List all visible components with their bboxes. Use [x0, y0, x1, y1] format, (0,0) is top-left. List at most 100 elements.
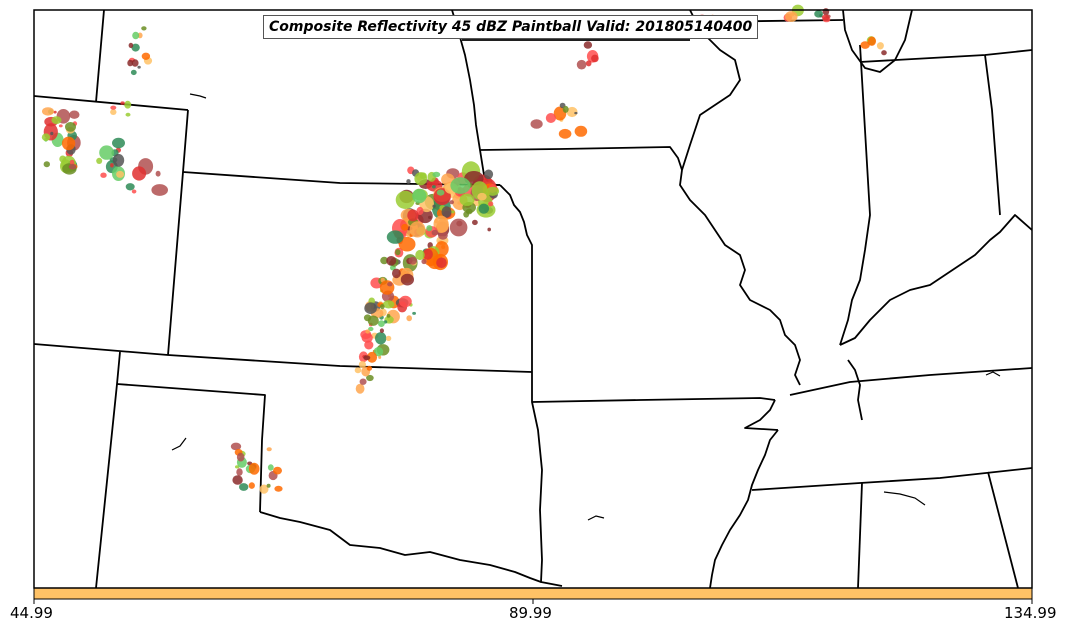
reflectivity-cell	[436, 189, 445, 196]
reflectivity-cell	[110, 163, 114, 168]
reflectivity-cell	[96, 157, 103, 164]
reflectivity-cell	[478, 203, 490, 214]
reflectivity-cell	[450, 210, 455, 214]
reflectivity-cell	[433, 215, 449, 233]
reflectivity-cell	[125, 183, 135, 191]
reflectivity-cell	[51, 116, 62, 124]
reflectivity-cell	[400, 273, 414, 286]
reflectivity-cell	[398, 236, 416, 252]
reflectivity-cell	[450, 177, 471, 194]
reflectivity-cell	[110, 105, 117, 110]
reflectivity-cell	[132, 166, 147, 181]
reflectivity-cell	[386, 255, 397, 266]
colorbar-tick-label-right: 134.99	[1004, 604, 1057, 622]
boundary-il-in	[839, 44, 871, 346]
reflectivity-cell	[359, 378, 367, 385]
reflectivity-cell	[124, 100, 132, 109]
reflectivity-cell	[406, 315, 413, 322]
reflectivity-cell	[574, 111, 578, 115]
reflectivity-cell	[367, 315, 379, 326]
reflectivity-cell	[259, 484, 269, 494]
reflectivity-cell	[385, 335, 392, 341]
reflectivity-cell	[477, 192, 487, 201]
reflectivity-cell	[65, 122, 76, 132]
boundary-tn-ms	[751, 467, 1033, 491]
reflectivity-cell	[274, 485, 283, 492]
reflectivity-cell	[380, 256, 389, 265]
reflectivity-cell	[860, 41, 870, 49]
colorbar	[33, 587, 1033, 600]
reflectivity-cell	[867, 36, 877, 46]
reflectivity-cell	[395, 190, 415, 209]
reflectivity-cell	[432, 185, 436, 189]
reflectivity-cell	[375, 332, 387, 345]
reflectivity-cell	[416, 206, 424, 216]
reflectivity-cell	[583, 41, 593, 49]
reflectivity-cell	[399, 295, 412, 308]
reflectivity-cell	[112, 153, 125, 167]
map-title: Composite Reflectivity 45 dBZ Paintball …	[263, 15, 759, 39]
reflectivity-cell	[41, 133, 51, 141]
reflectivity-cell	[58, 124, 63, 128]
reflectivity-cell	[125, 112, 131, 117]
reflectivity-cell	[463, 211, 470, 218]
reflectivity-cell	[267, 464, 274, 471]
reflectivity-cell	[248, 482, 255, 489]
reflectivity-cell	[412, 311, 416, 315]
reflectivity-cell	[378, 320, 385, 327]
reflectivity-cell	[431, 229, 439, 236]
boundary-red-river	[259, 511, 542, 583]
reflectivity-cell	[426, 225, 433, 232]
reflectivity-cell	[112, 137, 125, 149]
reflectivity-cell	[379, 280, 395, 295]
reflectivity-cell	[151, 184, 168, 196]
reflectivity-cell	[574, 125, 588, 137]
reflectivity-cell	[355, 383, 365, 394]
paintball-reflectivity-cells	[41, 4, 887, 494]
reflectivity-cell	[141, 52, 151, 60]
reflectivity-cell	[401, 223, 409, 231]
colorbar-tick-label-middle: 89.99	[509, 604, 552, 622]
reflectivity-cell	[545, 113, 557, 123]
reflectivity-cell	[441, 206, 452, 218]
reflectivity-cell	[438, 231, 448, 240]
map-background	[34, 10, 1032, 588]
boundary-al-ga	[987, 471, 1019, 589]
boundary-bootheel	[744, 399, 779, 431]
reflectivity-cell	[558, 128, 572, 139]
reflectivity-cell	[414, 172, 428, 186]
boundary-ut-wy	[33, 95, 189, 111]
reservoirs	[171, 93, 1001, 521]
reflectivity-cell	[43, 161, 50, 168]
reflectivity-cell	[821, 14, 830, 21]
reflectivity-cell	[59, 155, 67, 163]
reflectivity-cell	[562, 105, 569, 113]
reflectivity-cell	[127, 59, 134, 67]
reflectivity-cell	[881, 50, 887, 56]
reflectivity-cell	[99, 145, 114, 160]
reflectivity-cell	[449, 218, 468, 237]
reflectivity-cell	[155, 170, 161, 177]
reflectivity-cell	[110, 109, 117, 115]
reflectivity-cell	[380, 304, 385, 310]
reflectivity-cell	[273, 466, 282, 475]
reflectivity-cell	[131, 43, 140, 52]
reflectivity-cell	[50, 131, 54, 136]
reflectivity-cell	[239, 483, 249, 491]
reflectivity-cell	[128, 42, 134, 49]
reflectivity-cell	[100, 172, 107, 178]
reflectivity-cell	[814, 10, 823, 18]
reflectivity-cell	[530, 119, 543, 129]
reflectivity-cell	[487, 227, 492, 232]
reflectivity-cell	[407, 209, 419, 222]
boundary-tennessee-river	[847, 359, 863, 421]
reflectivity-cell	[585, 60, 592, 67]
reflectivity-cell	[432, 204, 436, 208]
reflectivity-cell	[415, 249, 425, 261]
reflectivity-cell	[364, 302, 377, 315]
reflectivity-cell	[379, 328, 384, 334]
reflectivity-cell	[785, 11, 798, 22]
reflectivity-cell	[876, 42, 884, 50]
boundary-ohio-river	[839, 214, 1033, 346]
reflectivity-cell	[266, 483, 271, 488]
